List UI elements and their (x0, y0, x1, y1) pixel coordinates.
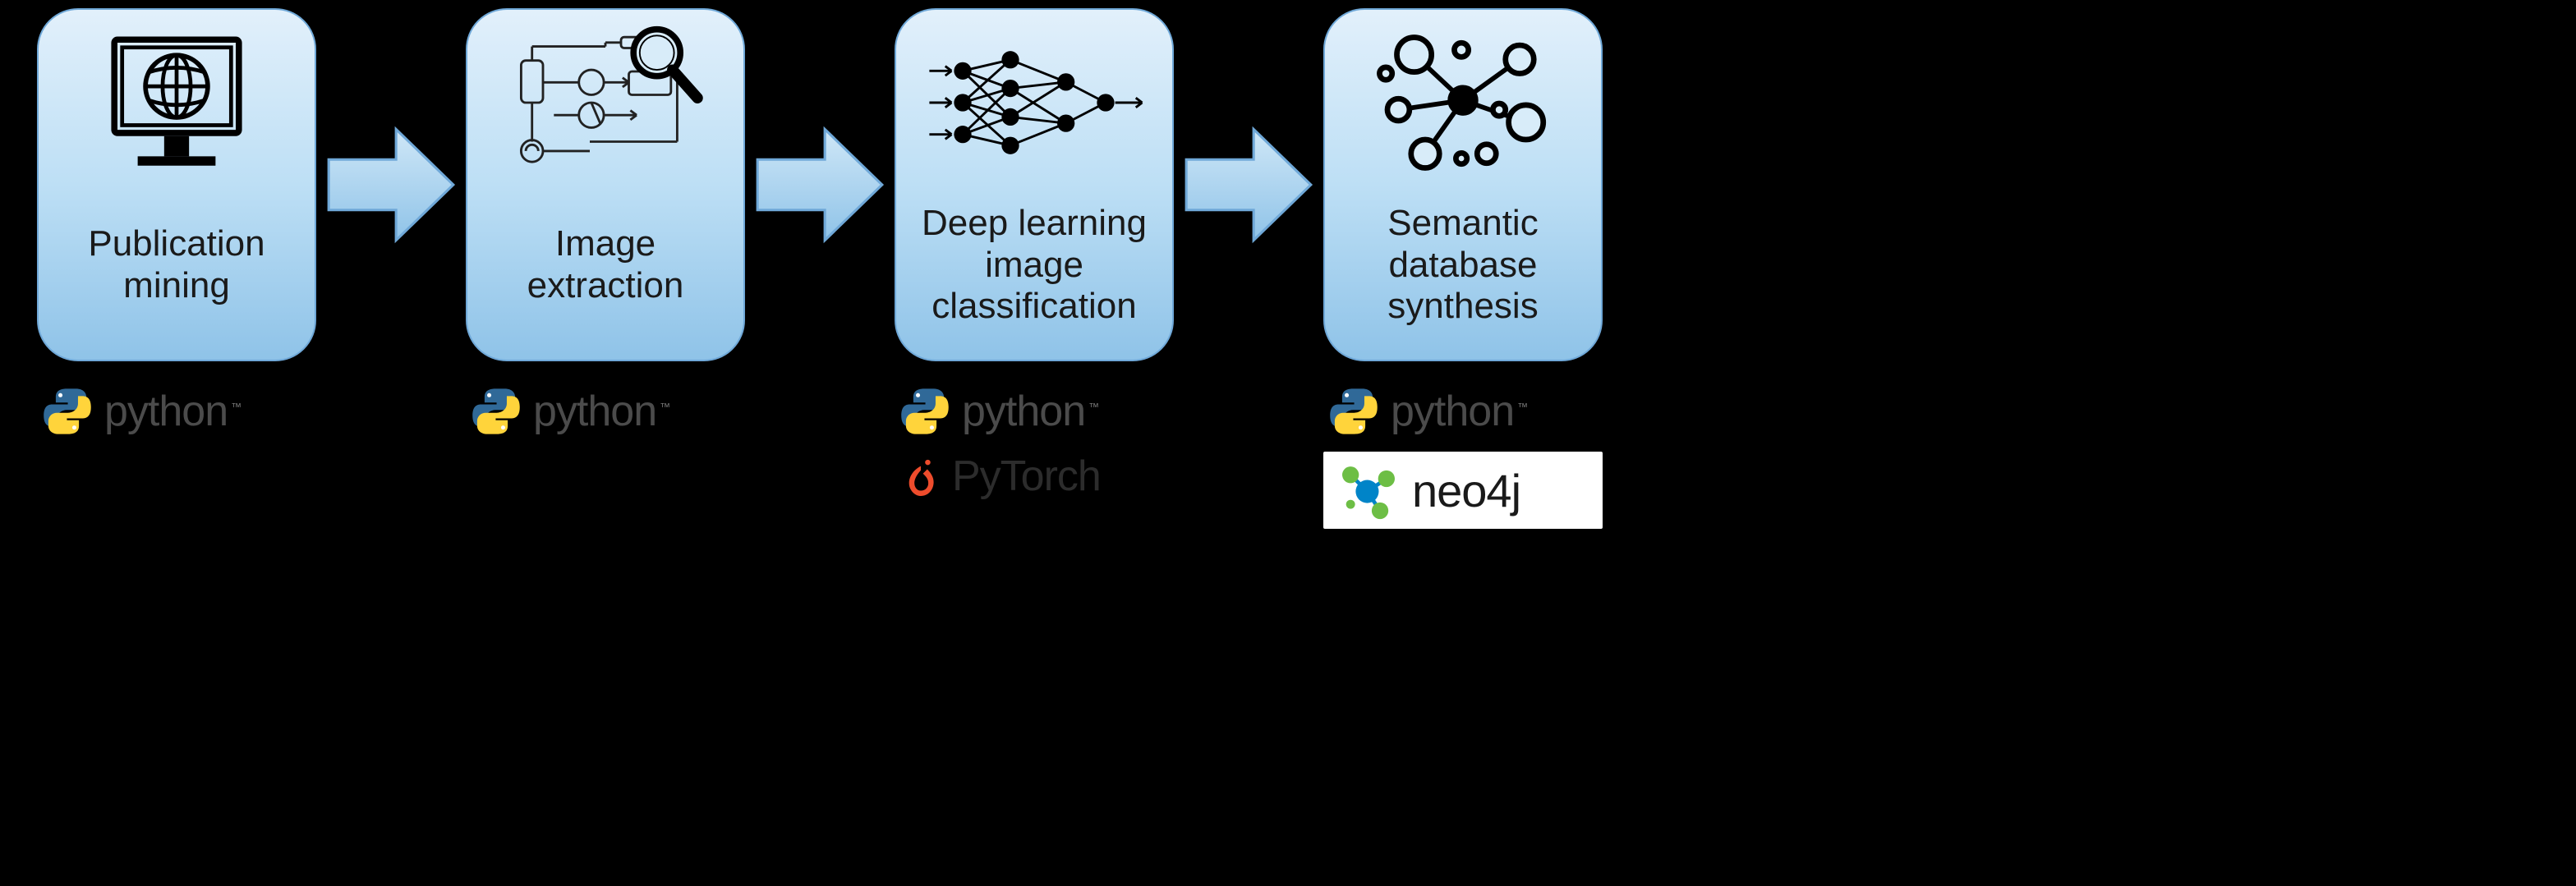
arrow-2 (749, 8, 890, 361)
card-semantic-database: Semanticdatabasesynthesis (1323, 8, 1603, 361)
pytorch-flame-icon (899, 452, 942, 501)
tools-publication-mining: python™ (37, 386, 316, 437)
python-snake-icon (1328, 386, 1379, 437)
python-tm: ™ (1088, 401, 1098, 413)
python-text: python (533, 388, 656, 435)
python-logo: python™ (895, 386, 1174, 437)
tools-image-extraction: python ™ (466, 386, 745, 437)
python-tm: ™ (1517, 401, 1527, 413)
step-semantic-database: Semanticdatabasesynthesis python™ (1319, 8, 1607, 529)
pytorch-wordmark: PyTorch (952, 452, 1101, 501)
arrow-icon (1181, 115, 1316, 255)
neo4j-bubbles-icon (1336, 458, 1401, 522)
pipeline-diagram: Publicationmining python™ (0, 0, 2576, 545)
python-wordmark: python™ (104, 387, 241, 436)
arrow-icon (324, 115, 458, 255)
arrow-1 (320, 8, 462, 361)
python-snake-icon (42, 386, 93, 437)
neo4j-wordmark: neo4j (1412, 464, 1520, 517)
tools-deep-learning: python™ PyTorch (895, 386, 1174, 501)
step-publication-mining: Publicationmining python™ (33, 8, 320, 437)
python-tm: ™ (231, 401, 241, 413)
python-snake-icon (899, 386, 950, 437)
card-image-extraction: Imageextraction (466, 8, 745, 361)
python-tm: ™ (660, 401, 669, 413)
schematic-magnifier-icon (481, 25, 730, 181)
python-snake-icon (471, 386, 522, 437)
step-deep-learning: Deep learningimageclassification python™… (890, 8, 1178, 501)
python-wordmark: python ™ (533, 387, 669, 436)
step-label: Publicationmining (88, 181, 264, 350)
python-logo: python™ (1323, 386, 1603, 437)
step-label: Semanticdatabasesynthesis (1387, 181, 1538, 350)
tools-semantic-database: python™ neo4j (1323, 386, 1603, 529)
pytorch-logo: PyTorch (895, 452, 1174, 501)
graph-nodes-icon (1338, 25, 1588, 181)
step-label: Deep learningimageclassification (922, 181, 1147, 350)
arrow-3 (1178, 8, 1319, 361)
python-text: python (1391, 388, 1514, 435)
python-text: python (962, 388, 1085, 435)
python-wordmark: python™ (1391, 387, 1527, 436)
arrow-icon (752, 115, 887, 255)
python-logo: python™ (37, 386, 316, 437)
neural-network-icon (909, 25, 1159, 181)
python-text: python (104, 388, 228, 435)
card-deep-learning: Deep learningimageclassification (895, 8, 1174, 361)
neo4j-logo: neo4j (1323, 452, 1603, 529)
card-publication-mining: Publicationmining (37, 8, 316, 361)
step-label: Imageextraction (527, 181, 684, 350)
python-logo: python ™ (466, 386, 745, 437)
step-image-extraction: Imageextraction python ™ (462, 8, 749, 437)
monitor-globe-icon (52, 25, 301, 181)
python-wordmark: python™ (962, 387, 1098, 436)
